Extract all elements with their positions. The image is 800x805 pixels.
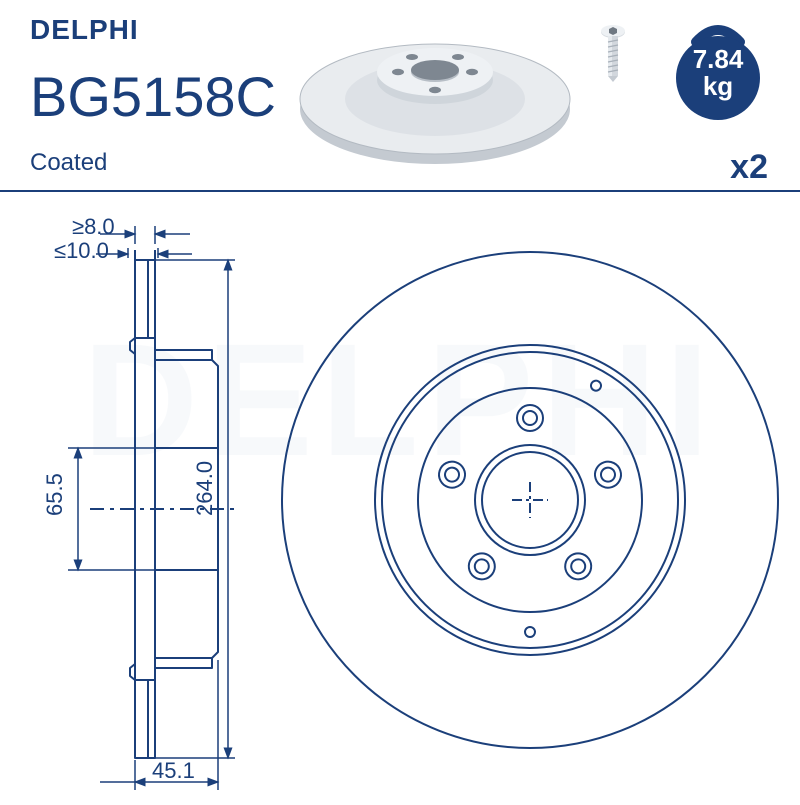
weight-badge: 7.84 kg <box>666 18 770 122</box>
dim-outer-diameter: 264.0 <box>192 461 217 516</box>
quantity-label: x2 <box>730 148 768 187</box>
engineering-drawings: ≥8.0 ≤10.0 264.0 65.5 45.1 <box>0 200 800 800</box>
included-screw-icon <box>598 24 628 94</box>
weight-unit: kg <box>703 71 733 101</box>
dim-hat-height: 65.5 <box>42 473 67 516</box>
product-render <box>290 14 580 174</box>
dim-thickness-max: ≤10.0 <box>54 238 109 263</box>
front-face-view <box>282 252 778 748</box>
dim-hub-offset: 45.1 <box>152 758 195 783</box>
weight-value: 7.84 <box>693 44 744 74</box>
header-region: DELPHI BG5158C Coated <box>0 0 800 190</box>
dim-thickness-min: ≥8.0 <box>72 214 115 239</box>
header-divider <box>0 190 800 192</box>
